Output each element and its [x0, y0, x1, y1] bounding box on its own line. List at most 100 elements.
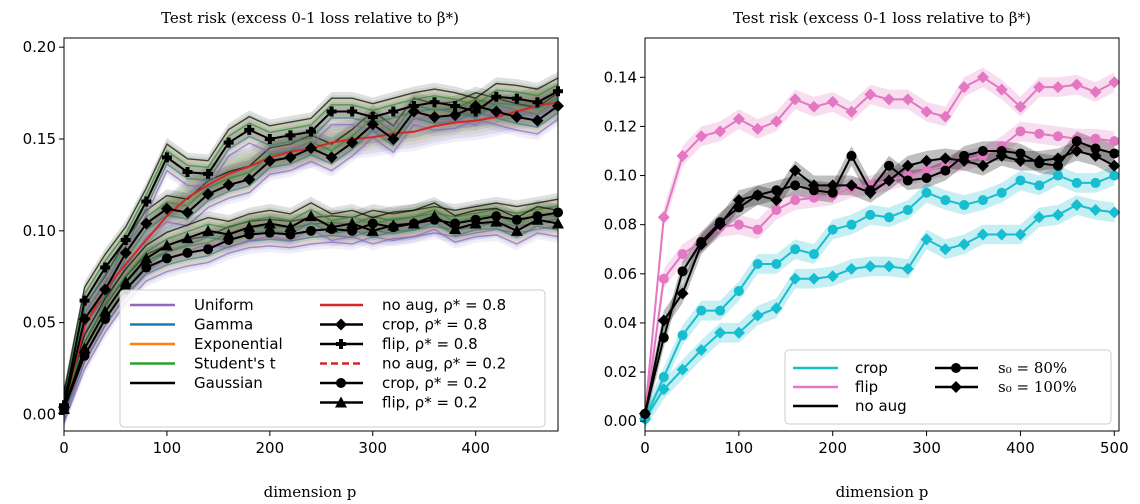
- distribution-line-flip-0-8-4: [63, 77, 559, 393]
- data-point-flip-0-8: [367, 111, 378, 122]
- data-point-flip-0-2: [366, 224, 379, 236]
- right-chart: Test risk (excess 0-1 loss relative to β…: [604, 9, 1129, 501]
- distribution-band-crop-0-8-3: [64, 89, 558, 417]
- data-point-crop-s-80: [996, 187, 1007, 198]
- data-point-flip-0-8: [388, 106, 399, 117]
- x-tick-label: 300: [358, 439, 387, 457]
- distribution-line-flip-0-8-1: [63, 97, 559, 413]
- data-point-flip-0-2: [325, 221, 338, 233]
- data-point-flip-0-8: [182, 167, 193, 178]
- data-point-crop-s-100: [1051, 208, 1064, 221]
- data-point-flip-s-100: [901, 93, 914, 106]
- data-point-crop-s-80: [733, 285, 744, 296]
- data-point-flip-0-2: [160, 239, 173, 251]
- data-point-crop-s-80: [959, 200, 970, 211]
- data-point-crop-0-2: [203, 244, 214, 255]
- data-point-crop-0-8: [140, 217, 153, 230]
- data-point-flip-0-2: [469, 217, 482, 229]
- legend-label-gaussian: Gaussian: [194, 374, 263, 392]
- data-point-flip-s-100: [826, 95, 839, 108]
- legend-label-no-aug-0-2: no aug, ρ* = 0.2: [382, 355, 506, 373]
- data-point-crop-0-8: [449, 109, 462, 122]
- data-point-flip-s-100: [1051, 81, 1064, 94]
- data-point-flip-0-2: [407, 217, 420, 229]
- distribution-band-crop-0-2-0: [64, 206, 558, 429]
- distribution-band-flip-0-2-3: [64, 200, 558, 419]
- data-point-crop-0-8: [510, 110, 523, 123]
- data-point-crop-s-100: [995, 228, 1008, 241]
- legend-marker-s-100: [950, 381, 962, 393]
- data-point-flip-0-8: [532, 97, 543, 108]
- data-point-flip-0-8: [244, 124, 255, 135]
- legend-marker-crop-0-8: [335, 318, 347, 331]
- distribution-line-crop-0-2-0: [63, 225, 559, 423]
- x-tick-label: 100: [725, 439, 754, 457]
- data-point-crop-s-80: [752, 258, 763, 269]
- data-point-crop-s-80: [715, 305, 726, 316]
- data-point-crop-s-80: [827, 224, 838, 235]
- data-point-flip-s-100: [695, 130, 708, 143]
- series-band-crop-s-80: [645, 165, 1115, 429]
- data-point-crop-s-100: [939, 243, 952, 256]
- legend-marker-crop-0-2: [336, 378, 346, 388]
- data-point-crop-s-80: [1015, 175, 1026, 186]
- data-point-flip-s-100: [807, 100, 820, 113]
- data-point-crop-s-100: [770, 302, 783, 315]
- distribution-band-flip-0-2-0: [64, 209, 558, 429]
- data-point-flip-0-8: [100, 262, 111, 273]
- data-point-no-aug-s-80: [1015, 148, 1026, 159]
- legend-label-crop-0-2: crop, ρ* = 0.2: [382, 374, 487, 392]
- data-point-crop-s-80: [790, 244, 801, 255]
- distribution-band-crop-0-8-1: [64, 96, 558, 424]
- x-tick-label: 0: [59, 439, 69, 457]
- data-point-flip-0-2: [78, 342, 91, 354]
- data-point-flip-s-80: [790, 195, 801, 206]
- data-point-flip-s-100: [1014, 100, 1027, 113]
- data-point-no-aug-s-80: [902, 175, 913, 186]
- data-point-flip-0-8: [408, 100, 419, 111]
- data-point-no-aug-s-100: [976, 159, 989, 172]
- data-point-crop-0-8: [346, 136, 359, 149]
- distribution-line-crop-0-8-0: [63, 118, 559, 421]
- data-point-flip-0-8: [429, 97, 440, 108]
- data-point-crop-s-100: [1070, 199, 1083, 212]
- data-point-flip-0-8: [223, 137, 234, 148]
- data-point-flip-0-2: [510, 224, 523, 236]
- data-point-flip-0-8: [141, 196, 152, 207]
- data-point-crop-s-100: [920, 233, 933, 246]
- data-point-flip-0-2: [428, 210, 441, 222]
- data-point-flip-s-100: [845, 105, 858, 118]
- data-point-crop-0-8: [387, 133, 400, 146]
- data-point-crop-0-8: [428, 110, 441, 123]
- data-point-crop-0-8: [305, 142, 317, 155]
- distribution-band-flip-0-8-4: [64, 71, 558, 412]
- data-point-crop-s-80: [1109, 170, 1120, 181]
- data-point-no-aug-s-80: [677, 266, 688, 277]
- data-point-flip-0-8: [347, 106, 358, 117]
- data-point-crop-s-100: [676, 363, 689, 376]
- y-tick-label: 0.15: [23, 130, 56, 148]
- left-chart: Test risk (excess 0-1 loss relative to β…: [23, 9, 564, 501]
- data-point-flip-0-2: [346, 217, 359, 229]
- legend-label-crop-0-8: crop, ρ* = 0.8: [382, 316, 487, 334]
- data-point-flip-0-8: [264, 134, 275, 145]
- data-point-no-aug-s-80: [1109, 148, 1120, 159]
- y-tick-label: 0.02: [604, 363, 637, 381]
- data-point-crop-0-8: [531, 114, 544, 127]
- y-tick-label: 0.04: [604, 314, 637, 332]
- data-point-flip-0-2: [263, 217, 276, 229]
- legend-label-crop: crop: [855, 359, 888, 377]
- y-tick-label: 0.10: [23, 222, 56, 240]
- data-point-flip-0-8: [306, 126, 316, 137]
- x-tick-label: 300: [912, 439, 941, 457]
- data-point-no-aug-s-100: [732, 194, 745, 207]
- data-point-flip-s-100: [789, 93, 802, 106]
- data-point-no-aug-s-100: [1033, 154, 1046, 167]
- data-point-flip-0-8: [450, 100, 461, 111]
- data-point-flip-s-80: [733, 219, 744, 230]
- data-point-crop-s-80: [902, 204, 913, 215]
- data-point-flip-0-2: [243, 221, 256, 233]
- x-tick-label: 0: [640, 439, 650, 457]
- data-point-no-aug-s-100: [864, 186, 877, 199]
